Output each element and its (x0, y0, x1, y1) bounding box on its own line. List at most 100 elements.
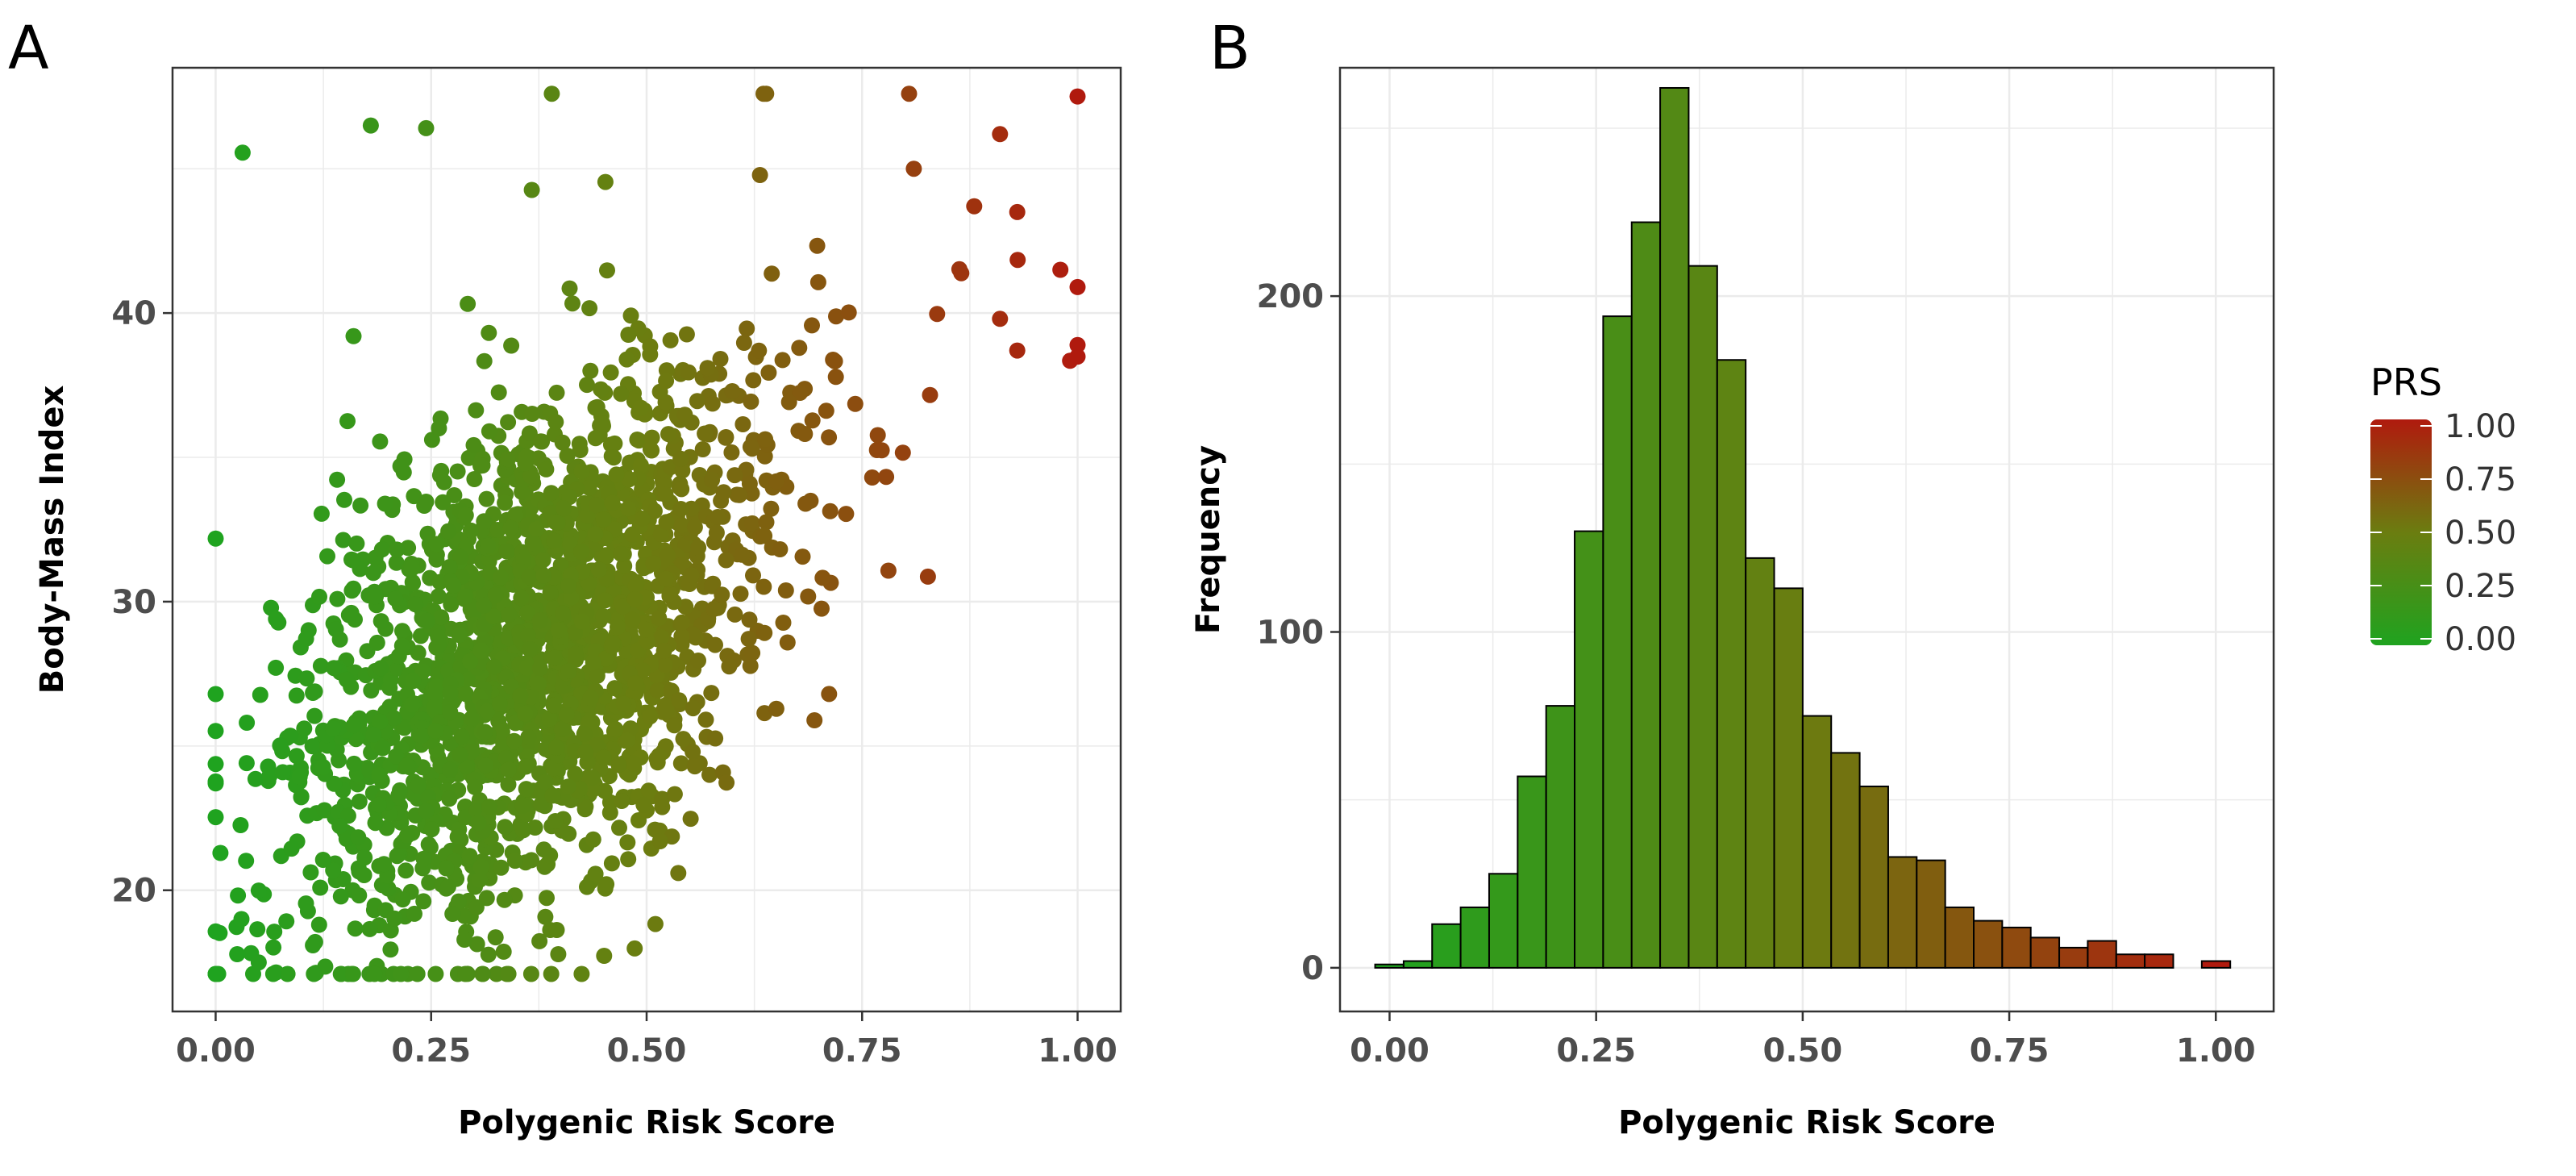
scatter-point (619, 834, 636, 851)
scatter-point (466, 471, 483, 487)
scatter-point (535, 841, 552, 858)
scatter-point (699, 360, 716, 377)
scatter-point (660, 426, 676, 443)
scatter-point (756, 624, 773, 641)
histogram-bar (1517, 775, 1547, 969)
scatter-point (822, 503, 839, 519)
scatter-point (618, 732, 635, 749)
scatter-point (348, 535, 365, 552)
scatter-point (678, 326, 695, 343)
scatter-y-axis-title: Body-Mass Index (34, 386, 71, 694)
scatter-point (581, 300, 598, 317)
scatter-point (452, 746, 468, 763)
scatter-point (774, 352, 791, 369)
scatter-point (603, 855, 620, 872)
scatter-point (632, 399, 649, 416)
scatter-point (421, 874, 438, 891)
scatter-point (869, 427, 886, 444)
scatter-point (573, 463, 590, 480)
scatter-point (548, 922, 565, 938)
scatter-point (585, 781, 601, 798)
scatter-point (697, 711, 714, 728)
scatter-point (772, 541, 789, 557)
scatter-point (653, 629, 670, 646)
scatter-point (744, 644, 761, 661)
histogram-bar (2029, 936, 2061, 969)
scatter-point (672, 755, 689, 772)
scatter-point (440, 523, 457, 540)
scatter-point (238, 853, 255, 869)
scatter-point (372, 660, 389, 677)
scatter-point (1069, 348, 1086, 365)
scatter-x-axis-title: Polygenic Risk Score (458, 1104, 835, 1141)
scatter-point (528, 521, 545, 537)
scatter-point (452, 548, 469, 565)
scatter-point (381, 679, 398, 696)
scatter-point (704, 472, 721, 489)
scatter-point (541, 711, 558, 728)
scatter-point (404, 696, 420, 713)
scatter-point (596, 948, 613, 964)
scatter-point (456, 932, 473, 948)
scatter-point (718, 429, 735, 446)
scatter-point (376, 856, 393, 873)
histogram-x-axis-title: Polygenic Risk Score (1618, 1104, 1995, 1141)
scatter-point (332, 965, 349, 982)
scatter-point (666, 717, 683, 734)
scatter-point (405, 673, 422, 690)
scatter-point (611, 819, 627, 836)
scatter-point (705, 601, 722, 617)
scatter-point (470, 815, 487, 832)
scatter-point (732, 586, 749, 603)
scatter-point (252, 686, 268, 703)
scatter-point (367, 815, 384, 832)
histogram-x-tick-label: 0.75 (1970, 1032, 2050, 1070)
scatter-point (518, 758, 535, 775)
scatter-point (661, 586, 678, 603)
scatter-point (606, 435, 623, 452)
scatter-point (652, 526, 669, 543)
legend-tick-label: 1.00 (2445, 408, 2516, 445)
scatter-point (547, 649, 564, 666)
scatter-point (587, 526, 604, 543)
scatter-point (468, 899, 485, 915)
histogram-bar (1716, 359, 1747, 969)
scatter-point (606, 680, 623, 697)
scatter-point (645, 555, 662, 572)
scatter-y-tick-label: 40 (111, 295, 156, 332)
scatter-point (487, 586, 504, 603)
scatter-point (453, 728, 470, 745)
scatter-point (532, 433, 549, 450)
scatter-point (734, 546, 751, 563)
scatter-point (212, 844, 229, 861)
scatter-point (461, 848, 478, 865)
scatter-point (544, 787, 561, 804)
scatter-point (595, 608, 612, 624)
scatter-point (415, 850, 432, 867)
scatter-point (660, 547, 676, 564)
scatter-point (507, 507, 524, 523)
scatter-point (735, 416, 751, 432)
scatter-point (298, 630, 314, 647)
scatter-point (312, 657, 329, 674)
scatter-point (656, 657, 673, 673)
scatter-point (576, 801, 593, 818)
scatter-point (567, 645, 584, 662)
scatter-point (250, 882, 267, 899)
scatter-point (561, 280, 578, 297)
scatter-point (431, 420, 447, 436)
scatter-point (395, 464, 412, 481)
scatter-point (397, 862, 414, 879)
scatter-point (479, 703, 496, 719)
scatter-point (549, 514, 566, 531)
scatter-point (751, 342, 768, 359)
scatter-point (1052, 261, 1069, 278)
scatter-point (1069, 88, 1086, 105)
scatter-point (537, 774, 554, 790)
scatter-point (618, 351, 635, 368)
scatter-point (710, 509, 726, 525)
scatter-point (584, 714, 601, 731)
scatter-point (604, 635, 621, 651)
scatter-point (415, 893, 432, 910)
scatter-point (535, 567, 552, 584)
